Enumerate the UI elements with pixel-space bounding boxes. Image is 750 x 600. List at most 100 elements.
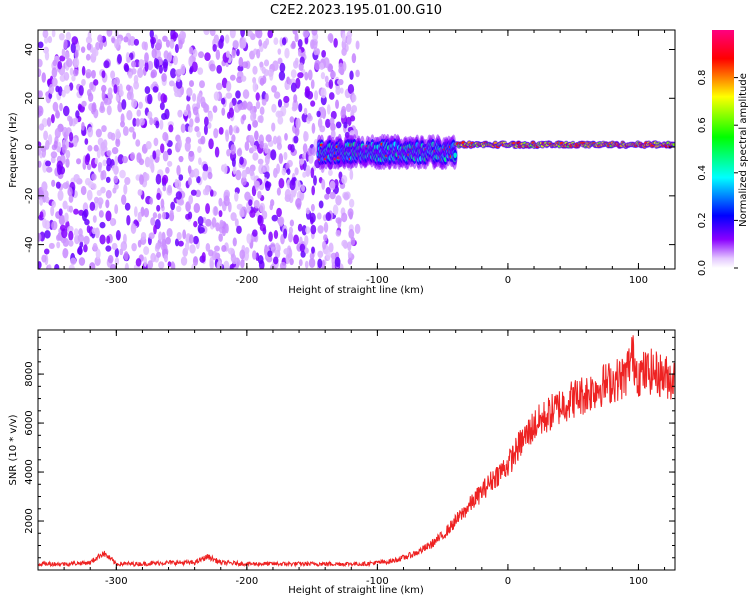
- heatmap-cell: [43, 36, 49, 44]
- heatmap-cell: [263, 59, 270, 67]
- snr-y-label: SNR (10 * v/v): [8, 414, 19, 485]
- heatmap-cell: [38, 145, 42, 156]
- heatmap-cell: [162, 61, 168, 73]
- heatmap-cell: [117, 154, 125, 165]
- heatmap-cell: [84, 138, 89, 145]
- heatmap-cell: [55, 181, 61, 189]
- heatmap-cell: [311, 30, 318, 36]
- heatmap-cell: [303, 107, 308, 116]
- colorbar-tick-label: 0.6: [697, 117, 708, 133]
- heatmap-cell: [41, 181, 48, 192]
- heatmap-cell: [147, 111, 153, 120]
- heatmap-cell: [328, 92, 335, 100]
- heatmap-cell: [347, 250, 352, 258]
- heatmap-cell: [151, 48, 157, 59]
- heatmap-cell: [275, 136, 281, 144]
- spectrogram-frame: [37, 29, 676, 270]
- heatmap-cell: [329, 180, 336, 191]
- heatmap-cell: [106, 105, 112, 116]
- heatmap-cell: [105, 245, 112, 252]
- heatmap-cell: [156, 251, 161, 258]
- heatmap-cell: [85, 72, 91, 79]
- heatmap-cell: [137, 239, 142, 248]
- heatmap-cell: [188, 150, 195, 162]
- heatmap-cell: [264, 171, 270, 180]
- heatmap-cell: [78, 85, 84, 96]
- heatmap-cell: [38, 160, 42, 168]
- heatmap-cell: [317, 258, 323, 269]
- heatmap-cell: [277, 116, 284, 125]
- heatmap-cell: [41, 147, 47, 158]
- heatmap-cell: [149, 117, 154, 126]
- heatmap-cell: [294, 126, 300, 137]
- heatmap-cell: [143, 207, 150, 218]
- heatmap-cell: [165, 39, 171, 48]
- heatmap-cell: [335, 121, 342, 129]
- heatmap-cell: [87, 145, 93, 152]
- heatmap-cell: [195, 189, 202, 198]
- colorbar-tick-label: 0.0: [697, 260, 708, 276]
- heatmap-cell: [65, 149, 71, 159]
- heatmap-cell: [133, 38, 140, 46]
- heatmap-cell: [100, 101, 105, 112]
- heatmap-cell: [130, 68, 137, 75]
- heatmap-cell: [127, 38, 132, 46]
- heatmap-cell: [153, 137, 159, 147]
- heatmap-cell: [124, 262, 129, 269]
- heatmap-cell: [172, 32, 179, 39]
- heatmap-cell: [323, 57, 330, 69]
- snr-panel: -300 -200 -100 0 100 2000 4000 6000 8000 Height…: [8, 329, 676, 596]
- heatmap-cell: [314, 59, 321, 71]
- heatmap-cell: [214, 146, 220, 158]
- heatmap-cell: [252, 119, 259, 128]
- heatmap-cell: [63, 248, 69, 257]
- heatmap-cell: [180, 256, 188, 266]
- heatmap-cell: [91, 183, 97, 190]
- heatmap-cell: [313, 175, 317, 186]
- heatmap-cell: [63, 39, 68, 50]
- heatmap-cell: [248, 199, 253, 207]
- heatmap-cell: [236, 148, 243, 157]
- heatmap-cell: [120, 113, 125, 124]
- heatmap-cell: [119, 169, 126, 179]
- heatmap-cell: [299, 158, 305, 165]
- heatmap-cell: [62, 200, 68, 210]
- heatmap-cell: [94, 256, 101, 267]
- heatmap-cell: [348, 198, 355, 208]
- heatmap-cell: [106, 235, 111, 245]
- spectrogram-y-label: Frequency (Hz): [8, 112, 19, 188]
- heatmap-cell: [68, 230, 74, 241]
- heatmap-cell: [297, 38, 303, 48]
- heatmap-cell: [272, 135, 278, 145]
- heatmap-cell: [50, 113, 55, 124]
- heatmap-cell: [231, 257, 238, 265]
- heatmap-cell: [110, 217, 115, 227]
- heatmap-cell: [283, 248, 290, 255]
- heatmap-cell: [342, 32, 346, 43]
- heatmap-cell: [73, 228, 79, 237]
- heatmap-cell: [259, 202, 266, 213]
- heatmap-cell: [174, 90, 181, 97]
- heatmap-cell: [38, 41, 44, 49]
- heatmap-cell: [250, 112, 257, 122]
- heatmap-cell: [317, 225, 324, 234]
- heatmap-cell: [101, 125, 107, 133]
- heatmap-cell: [111, 165, 117, 172]
- heatmap-cell: [137, 211, 142, 223]
- heatmap-cell: [106, 30, 113, 37]
- heatmap-cell: [349, 169, 354, 181]
- heatmap-cell: [275, 242, 280, 251]
- heatmap-cell: [187, 165, 192, 174]
- heatmap-cell: [144, 173, 150, 181]
- heatmap-cell: [54, 263, 60, 269]
- heatmap-cell: [248, 134, 254, 142]
- heatmap-cell: [61, 144, 67, 154]
- heatmap-cell: [66, 57, 73, 68]
- heatmap-cell: [91, 227, 97, 235]
- heatmap-cell: [94, 157, 99, 165]
- heatmap-cell: [198, 227, 205, 234]
- heatmap-cell: [48, 83, 55, 95]
- heatmap-cell: [86, 42, 92, 51]
- heatmap-cell: [77, 103, 82, 111]
- heatmap-cell: [272, 60, 279, 72]
